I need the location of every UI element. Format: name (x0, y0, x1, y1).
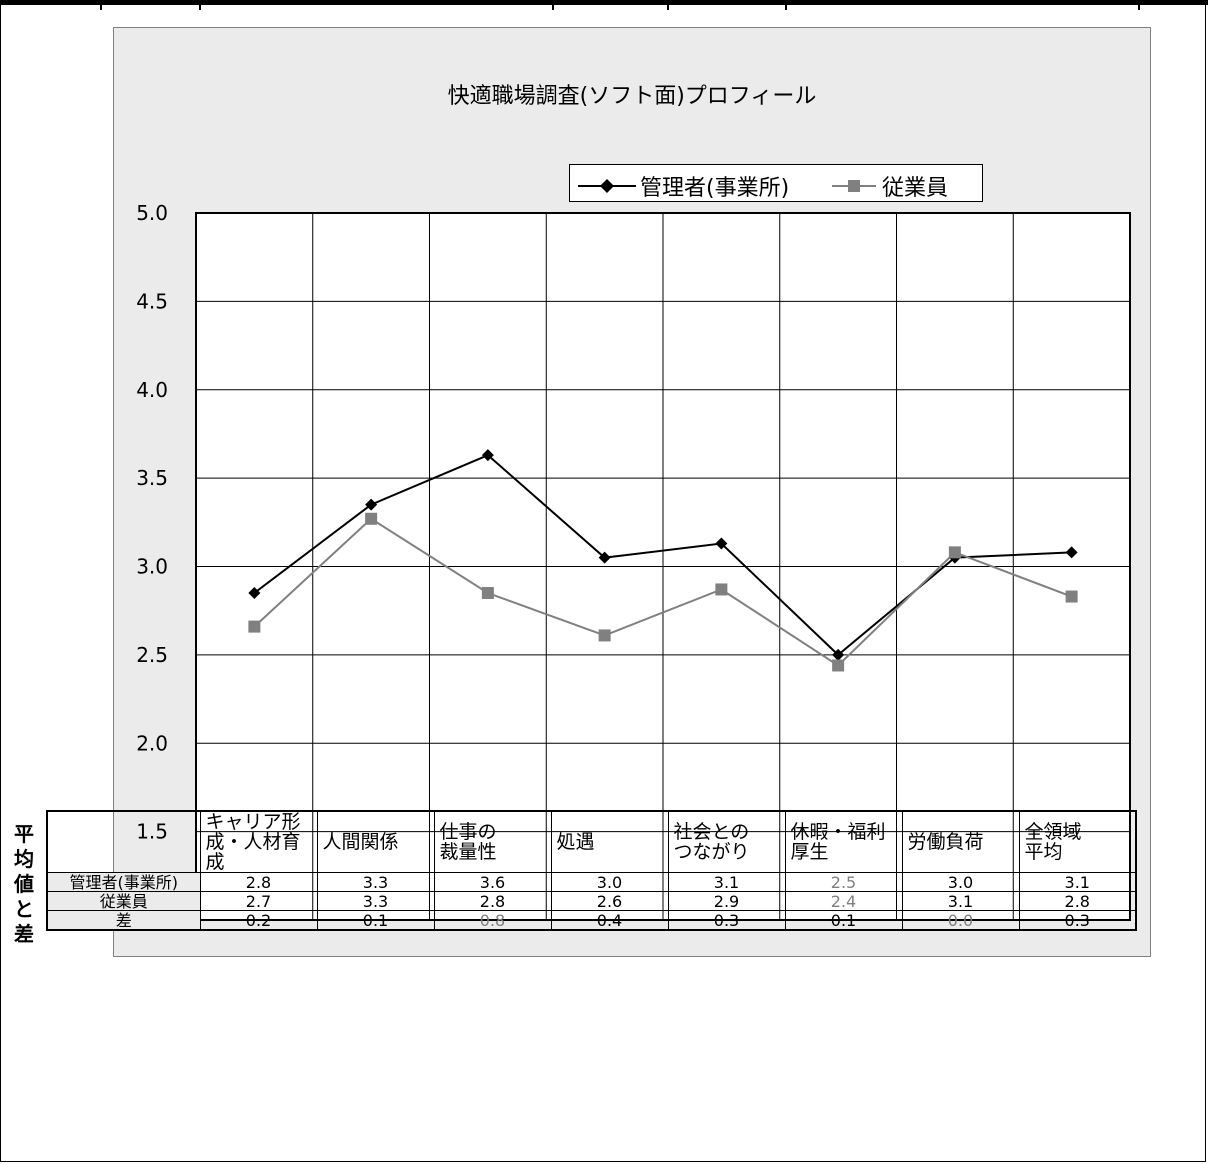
side-label-char: 値 (14, 872, 34, 896)
value-cell: 0.2 (199, 910, 318, 931)
value-cell: 3.3 (316, 891, 435, 911)
value-cell: 3.0 (901, 872, 1020, 892)
legend-label-employee: 従業員 (882, 176, 949, 201)
data-point-square (481, 587, 494, 600)
column-tick (785, 0, 787, 10)
legend-line-square-icon (832, 180, 876, 192)
data-point-square (598, 629, 611, 642)
legend-line-diamond-icon (578, 179, 636, 193)
value-cell: 2.9 (667, 891, 786, 911)
legend-item-employee: 従業員 (832, 170, 948, 202)
data-point-square (248, 620, 261, 633)
legend-item-manager: 管理者(事業所) (578, 170, 789, 202)
category-header-cell: 人間関係 (316, 810, 435, 873)
value-cell: 0.3 (667, 910, 786, 931)
value-cell: 2.7 (199, 891, 318, 911)
gridlines (195, 212, 1131, 921)
column-tick (667, 0, 669, 10)
value-cell: 0.8 (433, 910, 552, 931)
legend-label-manager: 管理者(事業所) (640, 176, 790, 201)
data-point-diamond (715, 537, 728, 550)
value-cell: 2.8 (433, 891, 552, 911)
category-header-cell: 社会との つながり (667, 810, 786, 873)
data-point-diamond (598, 551, 611, 564)
legend: 管理者(事業所) 従業員 (569, 164, 983, 202)
side-label-char: 均 (14, 847, 34, 871)
table-corner-cell (46, 810, 201, 873)
value-cell: 2.4 (784, 891, 903, 911)
category-header-cell: 処遇 (550, 810, 669, 873)
data-point-square (365, 512, 378, 525)
value-cell: 3.0 (550, 872, 669, 892)
data-point-diamond (1065, 546, 1078, 559)
y-tick-label: 2.5 (136, 643, 168, 667)
y-tick-label: 3.5 (136, 466, 168, 490)
row-label-cell: 従業員 (46, 891, 201, 911)
value-cell: 0.1 (784, 910, 903, 931)
category-header-cell: 仕事の 裁量性 (433, 810, 552, 873)
value-cell: 3.3 (316, 872, 435, 892)
column-tick (100, 0, 102, 10)
row-label-cell: 管理者(事業所) (46, 872, 201, 892)
table-row: 従業員 2.7 3.3 2.8 2.6 2.9 2.4 3.1 2.8 (46, 891, 1137, 911)
table-side-label: 平 均 値 と 差 (9, 822, 39, 947)
value-cell: 2.8 (199, 872, 318, 892)
series-line-1 (253, 517, 1072, 667)
data-point-square (832, 659, 845, 672)
value-cell: 0.3 (1018, 910, 1137, 931)
series-lines (248, 449, 1078, 672)
value-cell: 0.0 (901, 910, 1020, 931)
value-cell: 2.5 (784, 872, 903, 892)
data-point-square (1065, 590, 1078, 603)
column-tick (1138, 0, 1140, 10)
value-cell: 3.1 (1018, 872, 1137, 892)
category-header-cell: 休暇・福利 厚生 (784, 810, 903, 873)
top-border (0, 0, 1208, 5)
y-tick-label: 4.5 (136, 289, 168, 313)
value-cell: 0.4 (550, 910, 669, 931)
value-cell: 3.1 (667, 872, 786, 892)
y-tick-label: 5.0 (136, 201, 168, 225)
value-cell: 0.1 (316, 910, 435, 931)
chart-title: 快適職場調査(ソフト面)プロフィール (447, 84, 817, 109)
table-row: 管理者(事業所) 2.8 3.3 3.6 3.0 3.1 2.5 3.0 3.1 (46, 872, 1137, 892)
side-label-char: と (14, 897, 34, 921)
data-point-square (948, 546, 961, 559)
data-point-square (715, 583, 728, 596)
data-point-diamond (365, 498, 378, 511)
row-label-cell: 差 (46, 910, 201, 931)
side-label-char: 差 (14, 922, 34, 946)
table-row: 差 0.2 0.1 0.8 0.4 0.3 0.1 0.0 0.3 (46, 910, 1137, 931)
value-cell: 2.8 (1018, 891, 1137, 911)
data-table: キャリア形 成・人材育成人間関係 仕事の 裁量性 処遇 社会との つながり 休暇・福利 厚生 労働… (46, 810, 1137, 931)
table-header-row: キャリア形 成・人材育成人間関係 仕事の 裁量性 処遇 社会との つながり 休暇・福利 厚生 労働… (46, 810, 1137, 873)
value-cell: 3.1 (901, 891, 1020, 911)
y-tick-label: 2.0 (136, 731, 168, 755)
value-cell: 2.6 (550, 891, 669, 911)
y-tick-label: 3.0 (136, 555, 168, 579)
category-header-cell: 全領域 平均 (1018, 810, 1137, 873)
side-label-char: 平 (14, 822, 34, 846)
column-tick (552, 0, 554, 10)
data-point-diamond (481, 449, 494, 462)
y-tick-label: 4.0 (136, 378, 168, 402)
series-line-0 (253, 453, 1072, 657)
column-tick (199, 0, 201, 10)
category-header-cell: キャリア形 成・人材育成 (199, 810, 318, 873)
category-header-cell: 労働負荷 (901, 810, 1020, 873)
data-point-diamond (832, 648, 845, 661)
data-point-diamond (248, 587, 261, 600)
value-cell: 3.6 (433, 872, 552, 892)
